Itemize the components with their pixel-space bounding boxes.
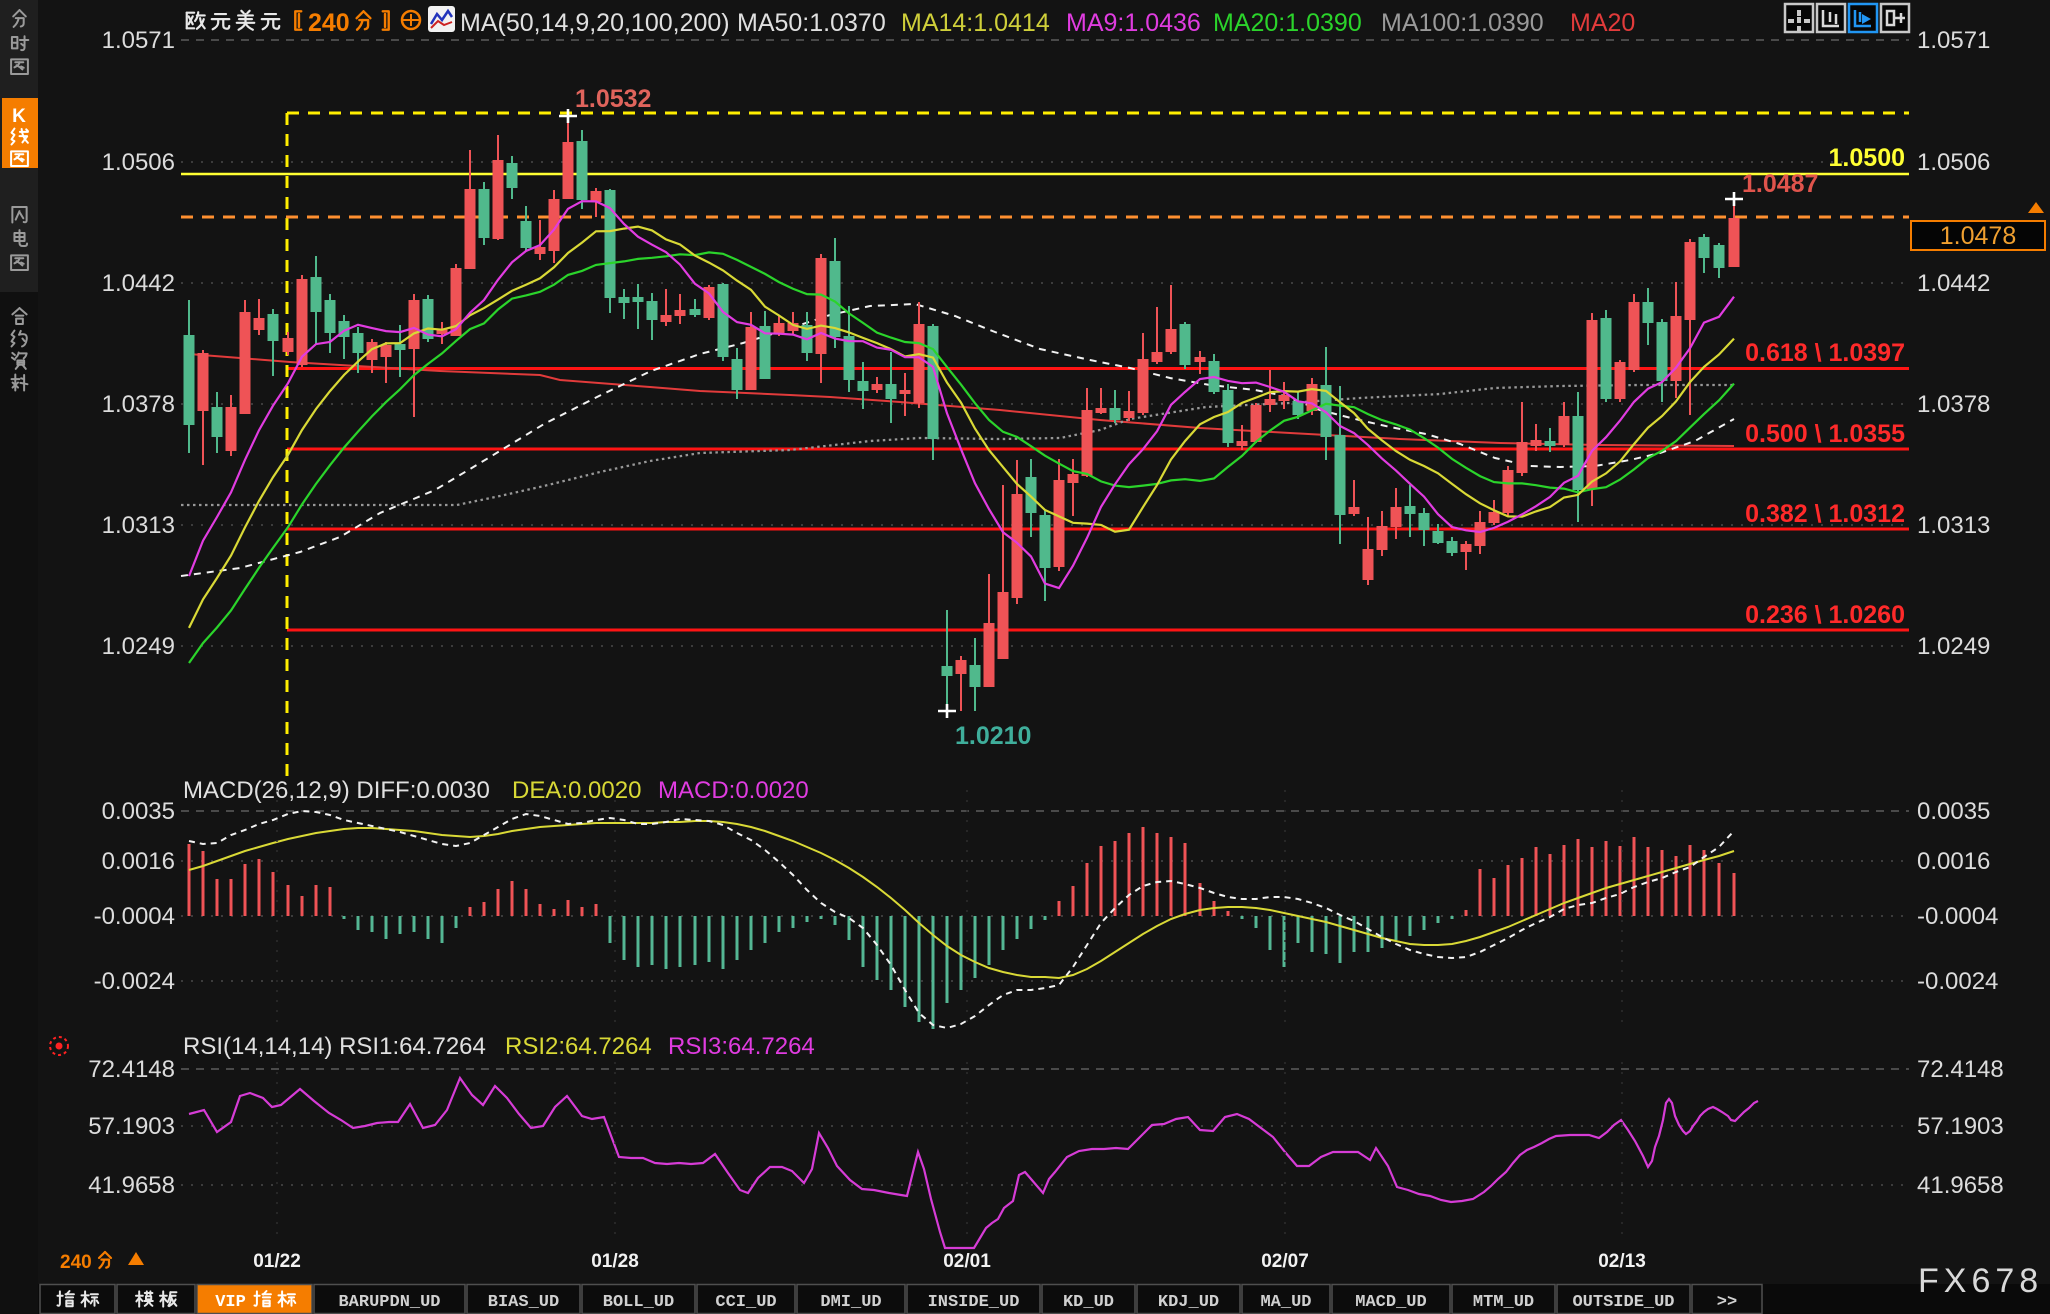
svg-text:>>: >> [1717,1293,1737,1312]
svg-text:MACD:0.0020: MACD:0.0020 [658,777,809,804]
svg-text:1.0571: 1.0571 [1917,27,1990,54]
svg-text:RSI3:64.7264: RSI3:64.7264 [668,1033,815,1060]
svg-text:MA(50,14,9,20,100,200): MA(50,14,9,20,100,200) [460,9,730,37]
svg-text:0.618 \ 1.0397: 0.618 \ 1.0397 [1745,339,1905,367]
svg-text:0.0016: 0.0016 [1917,848,1990,875]
svg-text:41.9658: 41.9658 [88,1172,175,1199]
svg-text:02/07: 02/07 [1261,1251,1309,1272]
svg-text:0.382 \ 1.0312: 0.382 \ 1.0312 [1745,500,1905,528]
svg-text:MA20: MA20 [1570,9,1635,37]
svg-text:02/13: 02/13 [1598,1251,1646,1272]
svg-text:MA50:1.0370: MA50:1.0370 [737,9,886,37]
svg-text:CCI_UD: CCI_UD [715,1293,776,1312]
svg-text:K: K [12,106,26,127]
svg-text:0.0016: 0.0016 [102,848,175,875]
svg-text:1.0506: 1.0506 [1917,149,1990,176]
svg-text:1.0378: 1.0378 [1917,391,1990,418]
svg-text:240: 240 [60,1252,92,1273]
svg-text:BOLL_UD: BOLL_UD [603,1293,674,1312]
svg-text:-0.0004: -0.0004 [94,903,175,930]
svg-text:240: 240 [308,9,350,37]
svg-text:DEA:0.0020: DEA:0.0020 [512,777,641,804]
svg-text:72.4148: 72.4148 [1917,1056,2004,1083]
svg-text:BIAS_UD: BIAS_UD [488,1293,559,1312]
svg-text:DMI_UD: DMI_UD [820,1293,881,1312]
svg-text:BARUPDN_UD: BARUPDN_UD [338,1293,440,1312]
svg-text:1.0506: 1.0506 [102,149,175,176]
svg-text:KD_UD: KD_UD [1063,1293,1114,1312]
svg-text:01/22: 01/22 [253,1251,301,1272]
svg-text:MTM_UD: MTM_UD [1473,1293,1534,1312]
svg-text:MA100:1.0390: MA100:1.0390 [1381,9,1544,37]
svg-text:1.0532: 1.0532 [575,85,651,113]
svg-text:1.0210: 1.0210 [955,722,1031,750]
svg-text:-0.0004: -0.0004 [1917,903,1998,930]
svg-text:MA_UD: MA_UD [1260,1293,1311,1312]
svg-text:0.236 \ 1.0260: 0.236 \ 1.0260 [1745,601,1905,629]
svg-text:1.0442: 1.0442 [102,270,175,297]
svg-text:MACD_UD: MACD_UD [1355,1293,1426,1312]
svg-text:MA9:1.0436: MA9:1.0436 [1066,9,1201,37]
svg-text:OUTSIDE_UD: OUTSIDE_UD [1572,1293,1674,1312]
svg-text:57.1903: 57.1903 [88,1113,175,1140]
svg-text:RSI2:64.7264: RSI2:64.7264 [505,1033,652,1060]
svg-text:1.0313: 1.0313 [1917,512,1990,539]
svg-text:41.9658: 41.9658 [1917,1172,2004,1199]
svg-text:0.0035: 0.0035 [102,798,175,825]
svg-text:1.0500: 1.0500 [1829,144,1905,172]
svg-text:1.0442: 1.0442 [1917,270,1990,297]
svg-text:FX678: FX678 [1918,1262,2043,1300]
svg-text:72.4148: 72.4148 [88,1056,175,1083]
svg-text:-0.0024: -0.0024 [94,968,175,995]
svg-text:KDJ_UD: KDJ_UD [1158,1293,1219,1312]
svg-text:-0.0024: -0.0024 [1917,968,1998,995]
svg-text:MA14:1.0414: MA14:1.0414 [901,9,1050,37]
svg-text:1.0249: 1.0249 [1917,633,1990,660]
svg-text:1.0378: 1.0378 [102,391,175,418]
svg-text:MACD(26,12,9) DIFF:0.0030: MACD(26,12,9) DIFF:0.0030 [183,777,490,804]
svg-text:1.0249: 1.0249 [102,633,175,660]
svg-text:0.0035: 0.0035 [1917,798,1990,825]
svg-text:02/01: 02/01 [943,1251,991,1272]
svg-text:1.0487: 1.0487 [1742,170,1818,198]
svg-text:1.0313: 1.0313 [102,512,175,539]
svg-text:VIP: VIP [215,1293,246,1312]
svg-text:1.0571: 1.0571 [102,27,175,54]
svg-text:MA20:1.0390: MA20:1.0390 [1213,9,1362,37]
svg-text:0.500 \ 1.0355: 0.500 \ 1.0355 [1745,420,1905,448]
svg-text:INSIDE_UD: INSIDE_UD [928,1293,1020,1312]
svg-text:1.0478: 1.0478 [1940,222,2016,250]
svg-text:57.1903: 57.1903 [1917,1113,2004,1140]
svg-text:RSI(14,14,14) RSI1:64.7264: RSI(14,14,14) RSI1:64.7264 [183,1033,486,1060]
svg-text:01/28: 01/28 [591,1251,639,1272]
